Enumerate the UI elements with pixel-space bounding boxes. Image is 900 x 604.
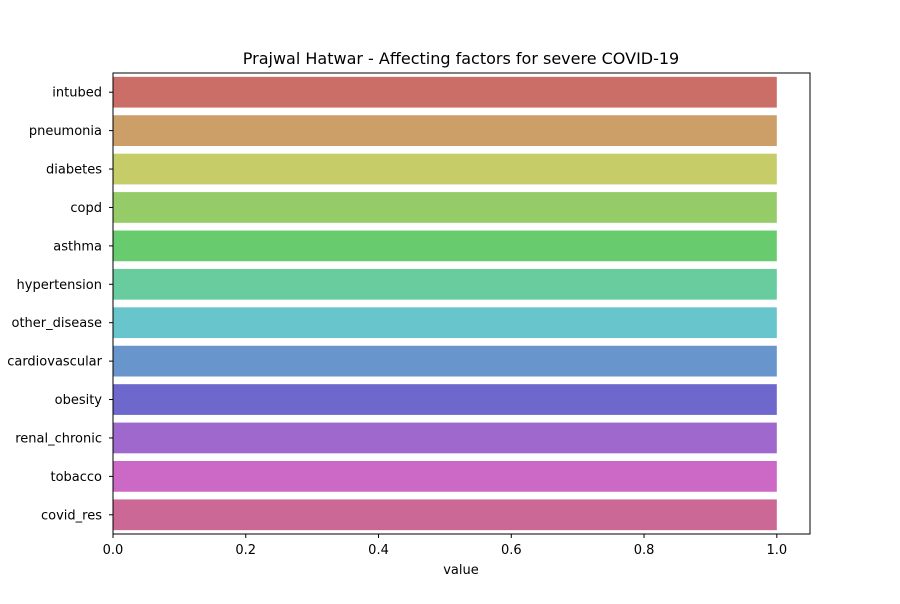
chart-title: Prajwal Hatwar - Affecting factors for s… — [243, 49, 679, 68]
bar-other-disease — [113, 307, 777, 339]
bar-pneumonia — [113, 115, 777, 146]
x-tick-label: 1.0 — [766, 543, 787, 558]
y-tick-label: other_disease — [11, 316, 102, 331]
bars-group — [113, 76, 777, 531]
x-axis-ticks: 0.0 0.2 0.4 0.6 0.8 1.0 — [103, 534, 787, 558]
bar-covid-res — [113, 499, 777, 531]
y-tick-label: cardiovascular — [7, 355, 102, 370]
y-tick-label: intubed — [52, 86, 102, 101]
y-tick-label: diabetes — [46, 163, 102, 178]
bar-hypertension — [113, 268, 777, 300]
bar-asthma — [113, 230, 777, 262]
bar-diabetes — [113, 153, 777, 185]
y-tick-label: copd — [70, 201, 102, 216]
plot-frame — [112, 72, 811, 535]
x-tick-label: 0.6 — [501, 543, 522, 558]
y-tick-label: obesity — [55, 393, 103, 408]
bar-copd — [113, 192, 777, 223]
x-tick-label: 0.2 — [235, 543, 256, 558]
y-axis-ticks: intubed pneumonia diabetes copd asthma hypert… — [7, 86, 113, 523]
x-axis-label: value — [443, 563, 479, 578]
x-tick-label: 0.4 — [368, 543, 389, 558]
y-tick-label: hypertension — [17, 278, 102, 293]
y-tick-label: tobacco — [50, 470, 102, 485]
bar-intubed — [113, 76, 777, 108]
x-tick-label: 0.0 — [103, 543, 124, 558]
bar-obesity — [113, 384, 777, 415]
y-tick-label: pneumonia — [29, 124, 102, 139]
y-tick-label: covid_res — [41, 508, 102, 523]
bar-renal-chronic — [113, 422, 777, 454]
bar-cardiovascular — [113, 345, 777, 377]
bar-tobacco — [113, 461, 777, 492]
x-tick-label: 0.8 — [634, 543, 655, 558]
y-tick-label: renal_chronic — [15, 431, 102, 446]
y-tick-label: asthma — [53, 239, 102, 254]
